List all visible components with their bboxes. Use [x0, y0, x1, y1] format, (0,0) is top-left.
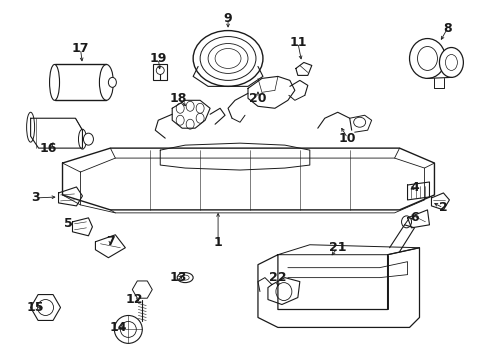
Text: 3: 3	[31, 192, 40, 204]
Ellipse shape	[120, 321, 136, 337]
Ellipse shape	[445, 54, 456, 71]
Text: 15: 15	[27, 301, 44, 314]
Text: 9: 9	[224, 12, 232, 25]
Ellipse shape	[177, 273, 193, 283]
Ellipse shape	[181, 275, 189, 280]
Ellipse shape	[108, 77, 116, 87]
Ellipse shape	[38, 300, 53, 315]
Text: 6: 6	[409, 211, 418, 224]
Text: 10: 10	[338, 132, 356, 145]
Ellipse shape	[215, 49, 241, 68]
Text: 12: 12	[125, 293, 143, 306]
Ellipse shape	[408, 39, 445, 78]
Text: 20: 20	[249, 92, 266, 105]
Text: 2: 2	[438, 201, 447, 215]
Text: 21: 21	[328, 241, 346, 254]
Text: 17: 17	[72, 42, 89, 55]
Ellipse shape	[193, 31, 263, 86]
Text: 5: 5	[64, 217, 73, 230]
Text: 1: 1	[213, 236, 222, 249]
Text: 16: 16	[40, 141, 57, 155]
Ellipse shape	[99, 64, 113, 100]
Text: 4: 4	[409, 181, 418, 194]
Text: 14: 14	[109, 321, 127, 334]
Text: 11: 11	[288, 36, 306, 49]
Text: 18: 18	[169, 92, 186, 105]
Ellipse shape	[200, 37, 255, 80]
Ellipse shape	[83, 133, 93, 145]
Ellipse shape	[208, 44, 247, 73]
Bar	[153, 64, 167, 80]
Ellipse shape	[26, 112, 35, 142]
Text: 22: 22	[268, 271, 286, 284]
Ellipse shape	[417, 46, 437, 71]
Text: 13: 13	[169, 271, 186, 284]
Ellipse shape	[114, 315, 142, 343]
Ellipse shape	[156, 67, 164, 75]
Text: 7: 7	[106, 235, 115, 248]
Text: 8: 8	[442, 22, 451, 35]
Ellipse shape	[78, 129, 86, 149]
Ellipse shape	[49, 64, 60, 100]
Text: 19: 19	[149, 52, 166, 65]
Ellipse shape	[439, 48, 463, 77]
